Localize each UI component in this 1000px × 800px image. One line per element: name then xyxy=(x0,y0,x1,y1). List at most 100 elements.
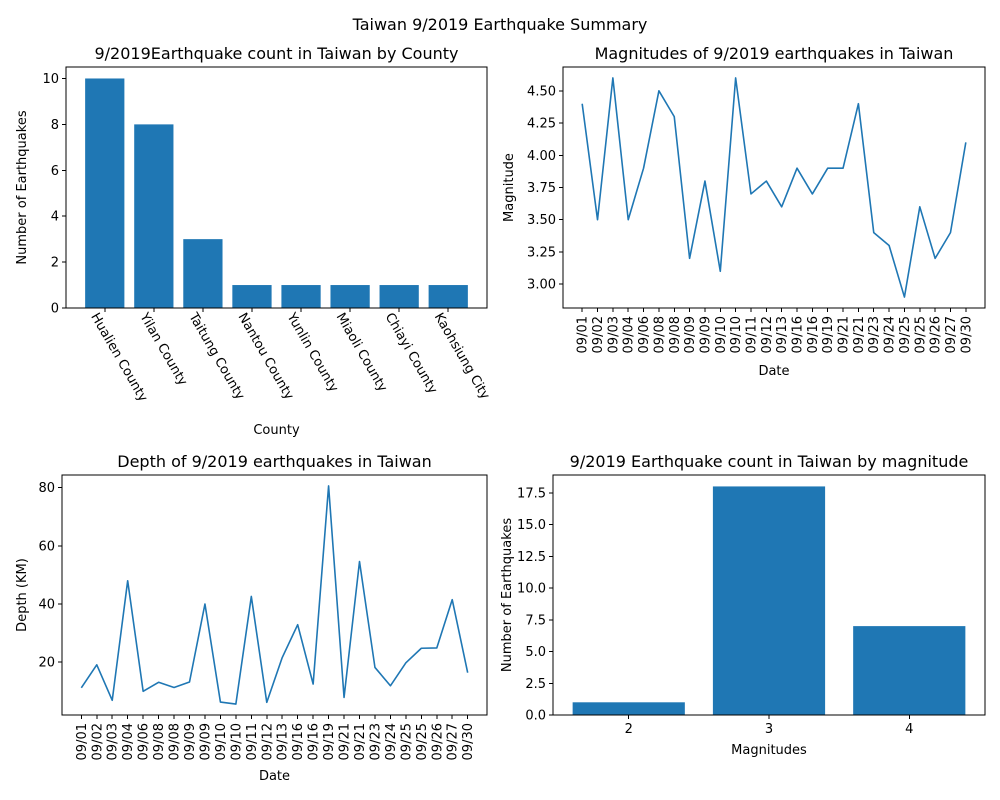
bar xyxy=(183,239,223,308)
y-tick-label: 4.25 xyxy=(527,117,556,132)
y-tick-label: 12.5 xyxy=(517,550,546,565)
x-tick-label: 09/21 xyxy=(837,316,852,353)
x-tick-label: 09/04 xyxy=(121,723,136,760)
y-tick-label: 8 xyxy=(51,118,59,133)
y-axis-label: Depth (KM) xyxy=(15,558,30,632)
y-tick-label: 5.0 xyxy=(525,645,546,660)
x-tick-label: 09/06 xyxy=(137,723,152,760)
x-tick-label: 3 xyxy=(765,722,773,737)
y-tick-label: 60 xyxy=(38,539,55,554)
x-tick-label: 09/19 xyxy=(821,316,836,353)
x-axis-label: Magnitudes xyxy=(731,743,807,758)
magnitude-line-chart: Magnitudes of 9/2019 earthquakes in Taiw… xyxy=(502,44,986,379)
x-tick-label: Yilan County xyxy=(136,310,190,389)
y-axis-label: Number of Earthquakes xyxy=(500,518,515,672)
bar xyxy=(232,285,272,308)
y-tick-label: 3.75 xyxy=(527,181,556,196)
x-tick-label: 4 xyxy=(905,722,913,737)
x-tick-label: 09/06 xyxy=(637,316,652,353)
plot-frame xyxy=(61,474,488,716)
x-axis-label: Date xyxy=(758,364,789,379)
bar xyxy=(853,626,966,715)
county-count-bar-chart: 9/2019Earthquake count in Taiwan by Coun… xyxy=(15,44,493,438)
y-tick-label: 40 xyxy=(38,598,55,613)
chart-title: 9/2019 Earthquake count in Taiwan by mag… xyxy=(570,452,969,471)
bar xyxy=(330,285,370,308)
x-tick-label: 09/10 xyxy=(729,316,744,353)
y-tick-label: 15.0 xyxy=(517,518,546,533)
x-tick-label: 09/30 xyxy=(461,723,476,760)
bar xyxy=(85,78,125,308)
magnitude-count-bar-chart: 9/2019 Earthquake count in Taiwan by mag… xyxy=(500,452,986,758)
y-tick-label: 7.5 xyxy=(525,613,546,628)
x-tick-label: 09/11 xyxy=(245,723,260,760)
x-tick-label: 09/16 xyxy=(791,316,806,353)
y-tick-label: 20 xyxy=(38,656,55,671)
x-tick-label: 09/21 xyxy=(852,316,867,353)
x-tick-label: 09/10 xyxy=(714,316,729,353)
y-tick-label: 2.5 xyxy=(525,677,546,692)
x-tick-label: 09/03 xyxy=(606,316,621,353)
x-tick-label: 09/08 xyxy=(152,723,167,760)
chart-title: 9/2019Earthquake count in Taiwan by Coun… xyxy=(94,44,458,63)
x-tick-label: 09/10 xyxy=(229,723,244,760)
x-tick-label: 09/01 xyxy=(75,723,90,760)
x-tick-label: 09/27 xyxy=(944,316,959,353)
x-tick-label: 09/21 xyxy=(338,723,353,760)
x-tick-label: 09/16 xyxy=(307,723,322,760)
chart-title: Magnitudes of 9/2019 earthquakes in Taiw… xyxy=(595,44,954,63)
x-tick-label: 09/12 xyxy=(260,723,275,760)
x-axis-label: Date xyxy=(259,769,290,784)
x-tick-label: 09/13 xyxy=(276,723,291,760)
y-tick-label: 10 xyxy=(42,72,59,87)
x-tick-label: 09/01 xyxy=(576,316,591,353)
x-tick-label: 09/16 xyxy=(291,723,306,760)
x-tick-label: 09/08 xyxy=(168,723,183,760)
x-tick-label: 09/23 xyxy=(867,316,882,353)
x-tick-label: 09/13 xyxy=(775,316,790,353)
chart-title: Depth of 9/2019 earthquakes in Taiwan xyxy=(117,452,431,471)
y-tick-label: 6 xyxy=(51,164,59,179)
x-tick-label: Yunlin County xyxy=(283,310,341,396)
bar xyxy=(712,486,826,715)
series-line xyxy=(80,485,469,705)
x-tick-label: 09/21 xyxy=(353,723,368,760)
x-tick-label: 09/26 xyxy=(929,316,944,353)
x-tick-label: 09/25 xyxy=(898,316,913,353)
x-tick-label: 09/09 xyxy=(198,723,213,760)
x-axis-label: County xyxy=(253,423,300,438)
x-tick-label: 09/11 xyxy=(744,316,759,353)
x-tick-label: 09/08 xyxy=(668,316,683,353)
x-tick-label: 09/08 xyxy=(652,316,667,353)
y-tick-label: 3.25 xyxy=(527,245,556,260)
y-tick-label: 80 xyxy=(38,481,55,496)
x-tick-label: 09/24 xyxy=(384,723,399,760)
x-tick-label: 09/24 xyxy=(883,316,898,353)
x-tick-label: 09/02 xyxy=(90,723,105,760)
plot-frame xyxy=(65,66,488,309)
plot-frame xyxy=(562,66,986,309)
x-tick-label: 09/03 xyxy=(106,723,121,760)
bar xyxy=(428,285,468,308)
x-tick-label: 09/26 xyxy=(430,723,445,760)
bar xyxy=(572,702,685,715)
y-tick-label: 0 xyxy=(51,302,59,317)
bar xyxy=(379,285,419,308)
y-tick-label: 4 xyxy=(51,210,59,225)
series-line xyxy=(581,77,967,298)
y-tick-label: 10.0 xyxy=(517,582,546,597)
x-tick-label: 09/12 xyxy=(760,316,775,353)
bar xyxy=(281,285,321,308)
y-tick-label: 4.00 xyxy=(527,149,556,164)
x-tick-label: 09/02 xyxy=(591,316,606,353)
x-tick-label: 09/23 xyxy=(368,723,383,760)
x-tick-label: 09/25 xyxy=(415,723,430,760)
x-tick-label: 09/19 xyxy=(322,723,337,760)
x-tick-label: 09/30 xyxy=(959,316,974,353)
y-tick-label: 2 xyxy=(51,256,59,271)
y-tick-label: 3.50 xyxy=(527,213,556,228)
x-tick-label: 2 xyxy=(625,722,633,737)
x-tick-label: Chiayi County xyxy=(382,311,440,397)
depth-line-chart: Depth of 9/2019 earthquakes in Taiwan 20 4… xyxy=(15,452,488,784)
